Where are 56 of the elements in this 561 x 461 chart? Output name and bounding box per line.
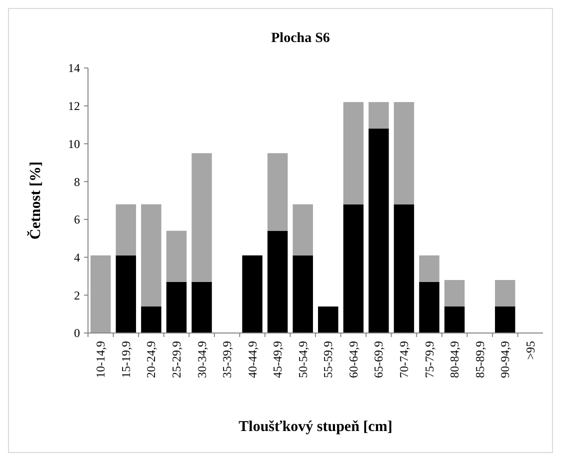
x-tick-label: 10-14,9 [94, 341, 108, 378]
y-tick-label: 8 [74, 174, 80, 189]
bar [116, 255, 136, 333]
bar [192, 153, 212, 282]
bar [368, 102, 389, 129]
y-tick-label: 6 [74, 212, 80, 227]
x-tick-label: 85-89,9 [472, 341, 487, 378]
bar [292, 255, 313, 333]
bar [166, 282, 187, 333]
x-tick-label: 65-69,9 [372, 341, 386, 378]
bar [419, 282, 440, 333]
y-axis-title: Četnost [%] [26, 162, 44, 240]
bar [90, 255, 111, 333]
bar [494, 306, 516, 333]
x-tick-label: 20-24,9 [144, 341, 158, 378]
bar [494, 280, 516, 306]
x-tick-label: 45-49,9 [270, 341, 285, 378]
x-tick-label: 90-94,9 [498, 341, 512, 378]
bar [242, 255, 262, 333]
x-tick-label: >95 [523, 341, 538, 360]
x-tick-label: 15-19,9 [118, 341, 133, 378]
x-tick-label: 40-44,9 [245, 341, 260, 378]
bar [394, 102, 414, 204]
x-tick-label: 55-59,9 [321, 341, 336, 378]
y-tick-label: 2 [74, 288, 80, 302]
y-tick-label: 12 [68, 99, 80, 114]
x-tick-label: 30-34,9 [194, 341, 209, 378]
bar [116, 204, 136, 256]
bar [318, 306, 338, 333]
x-tick-label: 60-64,9 [346, 341, 360, 378]
x-tick-label: 80-84,9 [448, 341, 462, 378]
y-tick-label: 4 [74, 250, 80, 264]
x-axis-title: Tloušťkový stupeň [cm] [238, 419, 392, 435]
bar [141, 306, 162, 333]
bar [394, 204, 414, 333]
bar [444, 306, 465, 333]
bar [292, 204, 313, 256]
bar [419, 255, 440, 282]
y-tick-label: 0 [74, 326, 80, 340]
x-tick-label: 70-74,9 [396, 341, 411, 378]
bar [267, 230, 288, 333]
bar [343, 204, 364, 333]
bar [368, 128, 389, 333]
x-tick-label: 35-39,9 [220, 341, 234, 378]
bar [166, 230, 187, 282]
y-tick-label: 10 [68, 136, 80, 151]
x-tick-label: 75-79,9 [422, 341, 436, 378]
bar [343, 102, 364, 204]
bar [192, 282, 212, 333]
bar [141, 204, 162, 306]
x-tick-label: 50-54,9 [296, 341, 310, 378]
bar [267, 153, 288, 231]
chart-title: Plocha S6 [271, 31, 330, 46]
bar [444, 280, 465, 306]
y-tick-label: 14 [68, 61, 80, 76]
x-tick-label: 25-29,9 [169, 341, 184, 378]
